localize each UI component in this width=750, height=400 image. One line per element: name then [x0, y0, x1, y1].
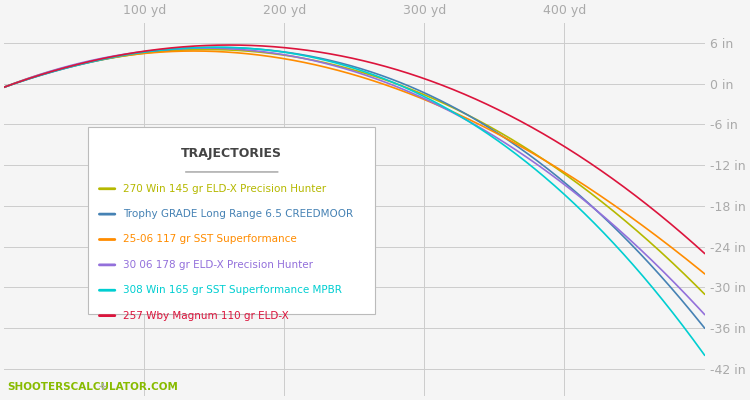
Text: 30 06 178 gr ELD-X Precision Hunter: 30 06 178 gr ELD-X Precision Hunter	[123, 260, 314, 270]
Text: TRAJECTORIES: TRAJECTORIES	[182, 147, 282, 160]
Text: ✜: ✜	[99, 382, 106, 392]
Text: Trophy GRADE Long Range 6.5 CREEDMOOR: Trophy GRADE Long Range 6.5 CREEDMOOR	[123, 209, 353, 219]
Text: 308 Win 165 gr SST Superformance MPBR: 308 Win 165 gr SST Superformance MPBR	[123, 285, 342, 295]
Text: 257 Wby Magnum 110 gr ELD-X: 257 Wby Magnum 110 gr ELD-X	[123, 311, 289, 321]
Text: 270 Win 145 gr ELD-X Precision Hunter: 270 Win 145 gr ELD-X Precision Hunter	[123, 184, 326, 194]
Text: 25-06 117 gr SST Superformance: 25-06 117 gr SST Superformance	[123, 234, 297, 244]
FancyBboxPatch shape	[88, 127, 375, 314]
Text: SHOOTERSCALCULATOR.COM: SHOOTERSCALCULATOR.COM	[8, 382, 178, 392]
